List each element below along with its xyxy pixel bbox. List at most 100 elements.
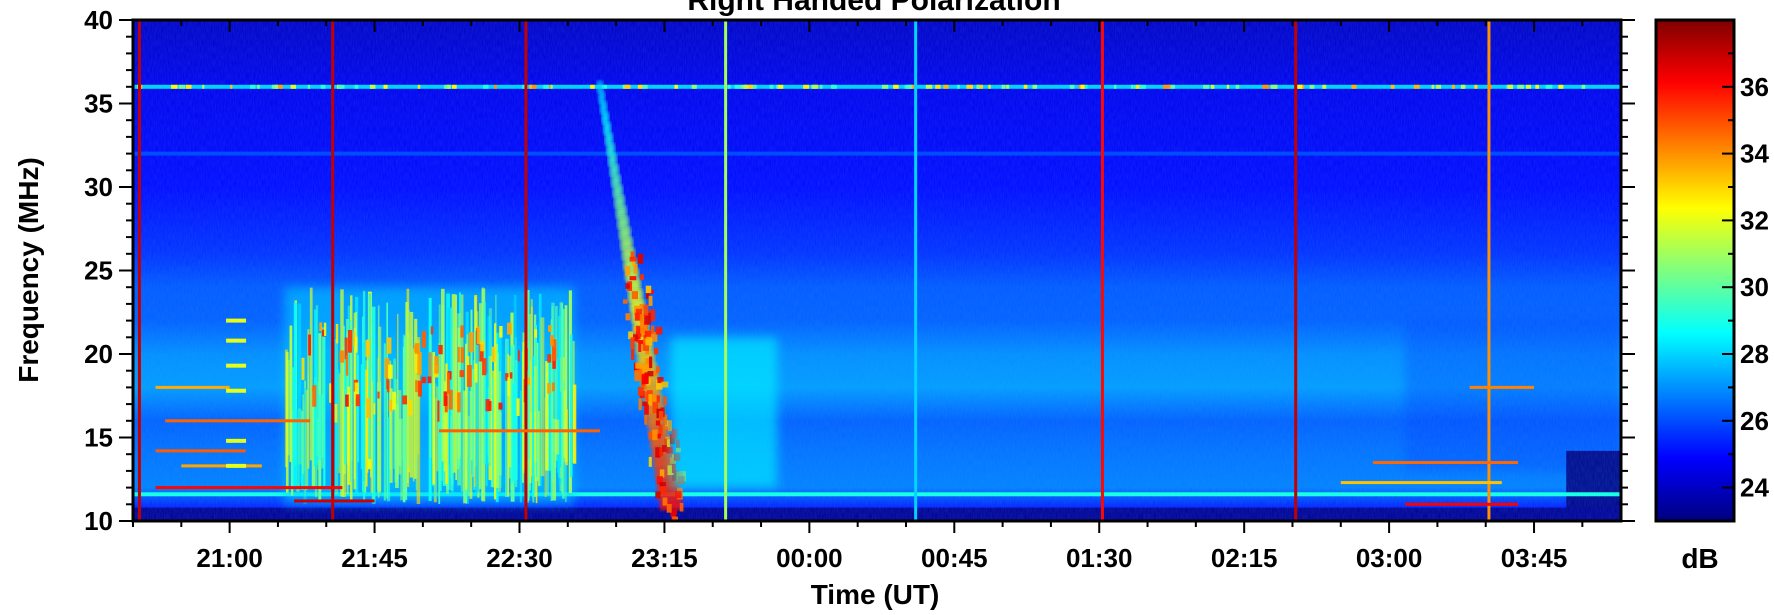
burst-core: [323, 322, 327, 336]
narrowband-line: [133, 84, 1621, 89]
burst-streak: [569, 334, 573, 478]
narrowband-line: [133, 151, 1621, 156]
colorbar-label: dB: [1681, 543, 1718, 574]
colorbar-tick-label: 28: [1740, 339, 1769, 369]
line-speckle: [1309, 84, 1315, 89]
interference-line: [155, 449, 246, 453]
drift-core: [640, 321, 648, 334]
burst-core: [344, 337, 348, 360]
burst-core: [507, 377, 510, 396]
line-speckle: [1431, 84, 1435, 89]
line-speckle: [276, 84, 283, 89]
line-speckle: [727, 84, 731, 89]
drift-segment: [604, 132, 613, 145]
burst-streak: [515, 359, 518, 488]
burst-streak: [389, 388, 393, 483]
drift-core: [643, 304, 649, 316]
line-speckle: [452, 84, 457, 89]
drift-segment: [600, 101, 607, 114]
burst-streak: [377, 305, 380, 498]
burst-streak: [527, 290, 530, 501]
drift-core: [667, 465, 674, 476]
colorbar-gradient: [1654, 18, 1736, 523]
drift-core: [666, 446, 673, 454]
y-tick-label: 40: [84, 5, 113, 35]
drift-core: [639, 274, 645, 280]
drift-segment: [622, 247, 635, 260]
burst-streak: [398, 390, 402, 475]
interference-line: [438, 429, 601, 433]
drift-segment: [615, 206, 627, 219]
burst-streak: [475, 330, 479, 493]
line-speckle: [1262, 84, 1270, 89]
line-speckle: [383, 84, 388, 89]
line-speckle: [257, 84, 260, 89]
drift-segment: [620, 237, 633, 250]
burst-streak: [460, 358, 463, 496]
line-speckle: [1235, 84, 1240, 89]
drift-core: [633, 334, 638, 342]
drift-core: [659, 447, 664, 457]
burst-core: [437, 400, 440, 422]
burst-streak: [340, 289, 344, 497]
burst-streak: [507, 353, 509, 497]
drift-core: [639, 314, 645, 323]
interference-dot: [226, 338, 247, 343]
burst-streak: [409, 311, 414, 478]
drift-core: [645, 391, 652, 401]
burst-streak: [467, 415, 470, 496]
line-speckle: [1130, 84, 1134, 89]
interference-dot: [226, 318, 247, 323]
drift-core: [640, 365, 647, 377]
burst-core: [366, 398, 371, 418]
burst-core: [505, 373, 509, 381]
drift-core: [670, 509, 678, 515]
burst-core: [457, 392, 461, 413]
burst-streak: [311, 391, 316, 488]
drift-core: [652, 401, 659, 414]
burst-core: [386, 337, 392, 354]
burst-streak: [495, 343, 499, 488]
burst-core: [388, 364, 393, 379]
drift-core: [644, 330, 652, 337]
burst-core: [460, 347, 465, 363]
burst-core: [334, 404, 338, 423]
burst-core: [479, 344, 484, 362]
burst-core: [353, 331, 356, 347]
line-speckle: [1390, 84, 1395, 89]
burst-core: [345, 355, 349, 376]
burst-core: [509, 372, 513, 379]
drift-core: [653, 347, 659, 355]
burst-core: [549, 335, 554, 347]
drift-core: [668, 420, 672, 432]
burst-core: [482, 358, 487, 376]
interference-dot: [226, 388, 247, 393]
drift-core: [655, 326, 663, 335]
line-speckle: [748, 84, 754, 89]
burst-streak: [550, 319, 553, 501]
drift-segment: [614, 195, 625, 208]
x-tick-label: 01:30: [1066, 543, 1133, 573]
x-axis: 21:00 21:45 22:30 23:15 00:00 00:45 01:30 02:15…: [132, 20, 1584, 573]
drift-core: [631, 291, 639, 300]
colorbar-tick-label: 34: [1740, 139, 1769, 169]
drift-core: [633, 264, 638, 274]
y-axis: 10 15 20 25 30 35 40: [84, 5, 1635, 536]
vertical-line: [914, 20, 918, 521]
line-speckle: [354, 84, 359, 89]
burst-streak: [351, 403, 353, 461]
interference-dot: [226, 363, 247, 368]
burst-streak: [335, 369, 340, 470]
x-tick-label: 21:45: [341, 543, 408, 573]
burst-streak: [383, 343, 386, 501]
line-speckle: [977, 84, 984, 89]
burst-core: [460, 325, 464, 338]
line-speckle: [417, 84, 421, 89]
burst-core: [474, 363, 478, 383]
drift-core: [637, 253, 644, 264]
drift-core: [650, 332, 658, 342]
drift-core: [634, 312, 641, 321]
x-tick-label: 00:45: [921, 543, 988, 573]
heatmap-layer: [133, 20, 1621, 521]
x-tick-label: 02:15: [1211, 543, 1278, 573]
